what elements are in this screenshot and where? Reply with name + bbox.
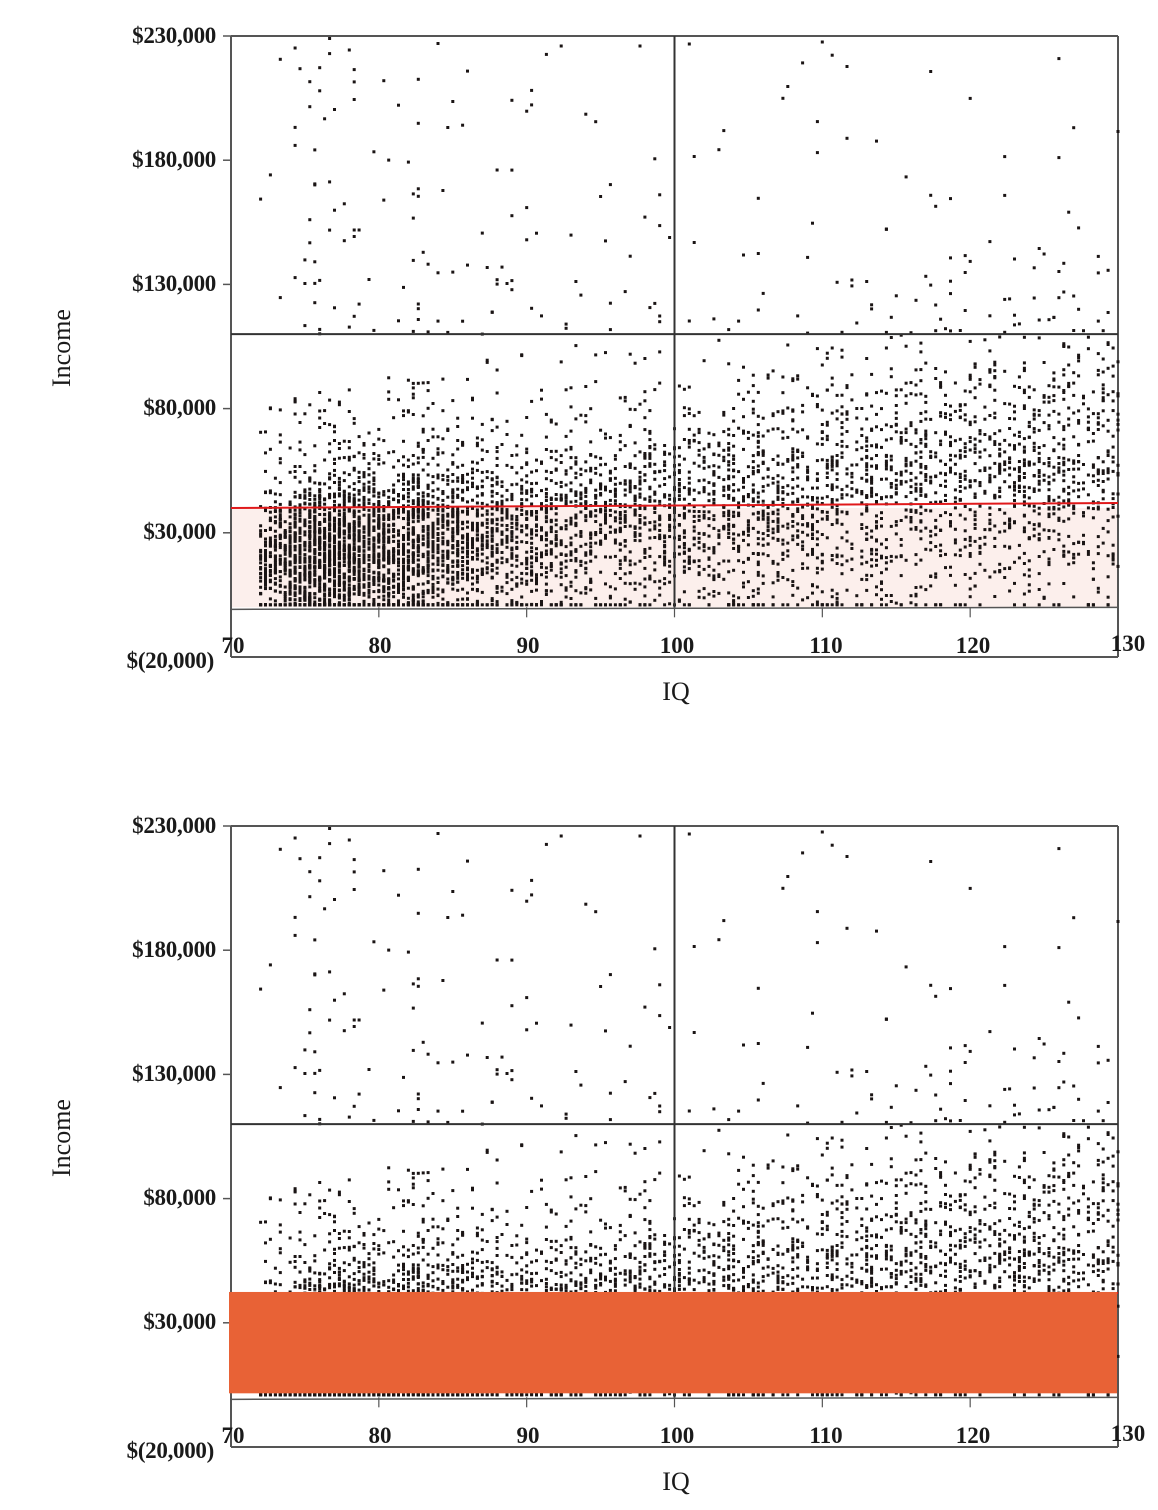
- x-tick-label: 90: [517, 634, 540, 658]
- y-tick-label: $(20,000): [127, 1439, 214, 1463]
- y-tick-label: $180,000: [132, 938, 216, 962]
- bottom-scatter-chart: $230,000 $180,000 $130,000 $80,000 $30,0…: [0, 790, 1158, 1510]
- bottom-plot-area: [0, 790, 1158, 1510]
- y-tick-label: $30,000: [143, 520, 216, 544]
- x-tick-label: 80: [369, 1424, 392, 1448]
- top-scatter-chart: $230,000 $180,000 $130,000 $80,000 $30,0…: [0, 0, 1158, 720]
- x-tick-label: 100: [660, 634, 695, 658]
- x-tick-label: 110: [809, 1424, 842, 1448]
- x-tick-label: 100: [660, 1424, 695, 1448]
- y-tick-label: $130,000: [132, 1062, 216, 1086]
- y-tick-label: $230,000: [132, 814, 216, 838]
- x-tick-label: 70: [222, 1424, 245, 1448]
- x-tick-label: 110: [809, 634, 842, 658]
- x-tick-label: 120: [956, 1424, 991, 1448]
- y-tick-label: $180,000: [132, 148, 216, 172]
- x-axis-label: IQ: [662, 1467, 689, 1497]
- y-axis-label: Income: [47, 309, 77, 387]
- y-tick-label: $(20,000): [127, 649, 214, 673]
- y-tick-label: $30,000: [143, 1310, 216, 1334]
- x-tick-label: 120: [956, 634, 991, 658]
- y-tick-label: $80,000: [143, 396, 216, 420]
- x-tick-label: 70: [222, 634, 245, 658]
- y-tick-label: $80,000: [143, 1186, 216, 1210]
- plot-group: [223, 826, 1120, 1447]
- y-tick-label: $130,000: [132, 272, 216, 296]
- y-axis-label: Income: [47, 1099, 77, 1177]
- top-plot-area: [0, 0, 1158, 720]
- x-tick-label: 130: [1111, 1422, 1146, 1446]
- x-tick-label: 80: [369, 634, 392, 658]
- y-tick-label: $230,000: [132, 24, 216, 48]
- occluding-block: [229, 1292, 1117, 1393]
- x-tick-label: 130: [1111, 632, 1146, 656]
- plot-group: [223, 36, 1120, 657]
- x-axis-label: IQ: [662, 677, 689, 707]
- x-tick-label: 90: [517, 1424, 540, 1448]
